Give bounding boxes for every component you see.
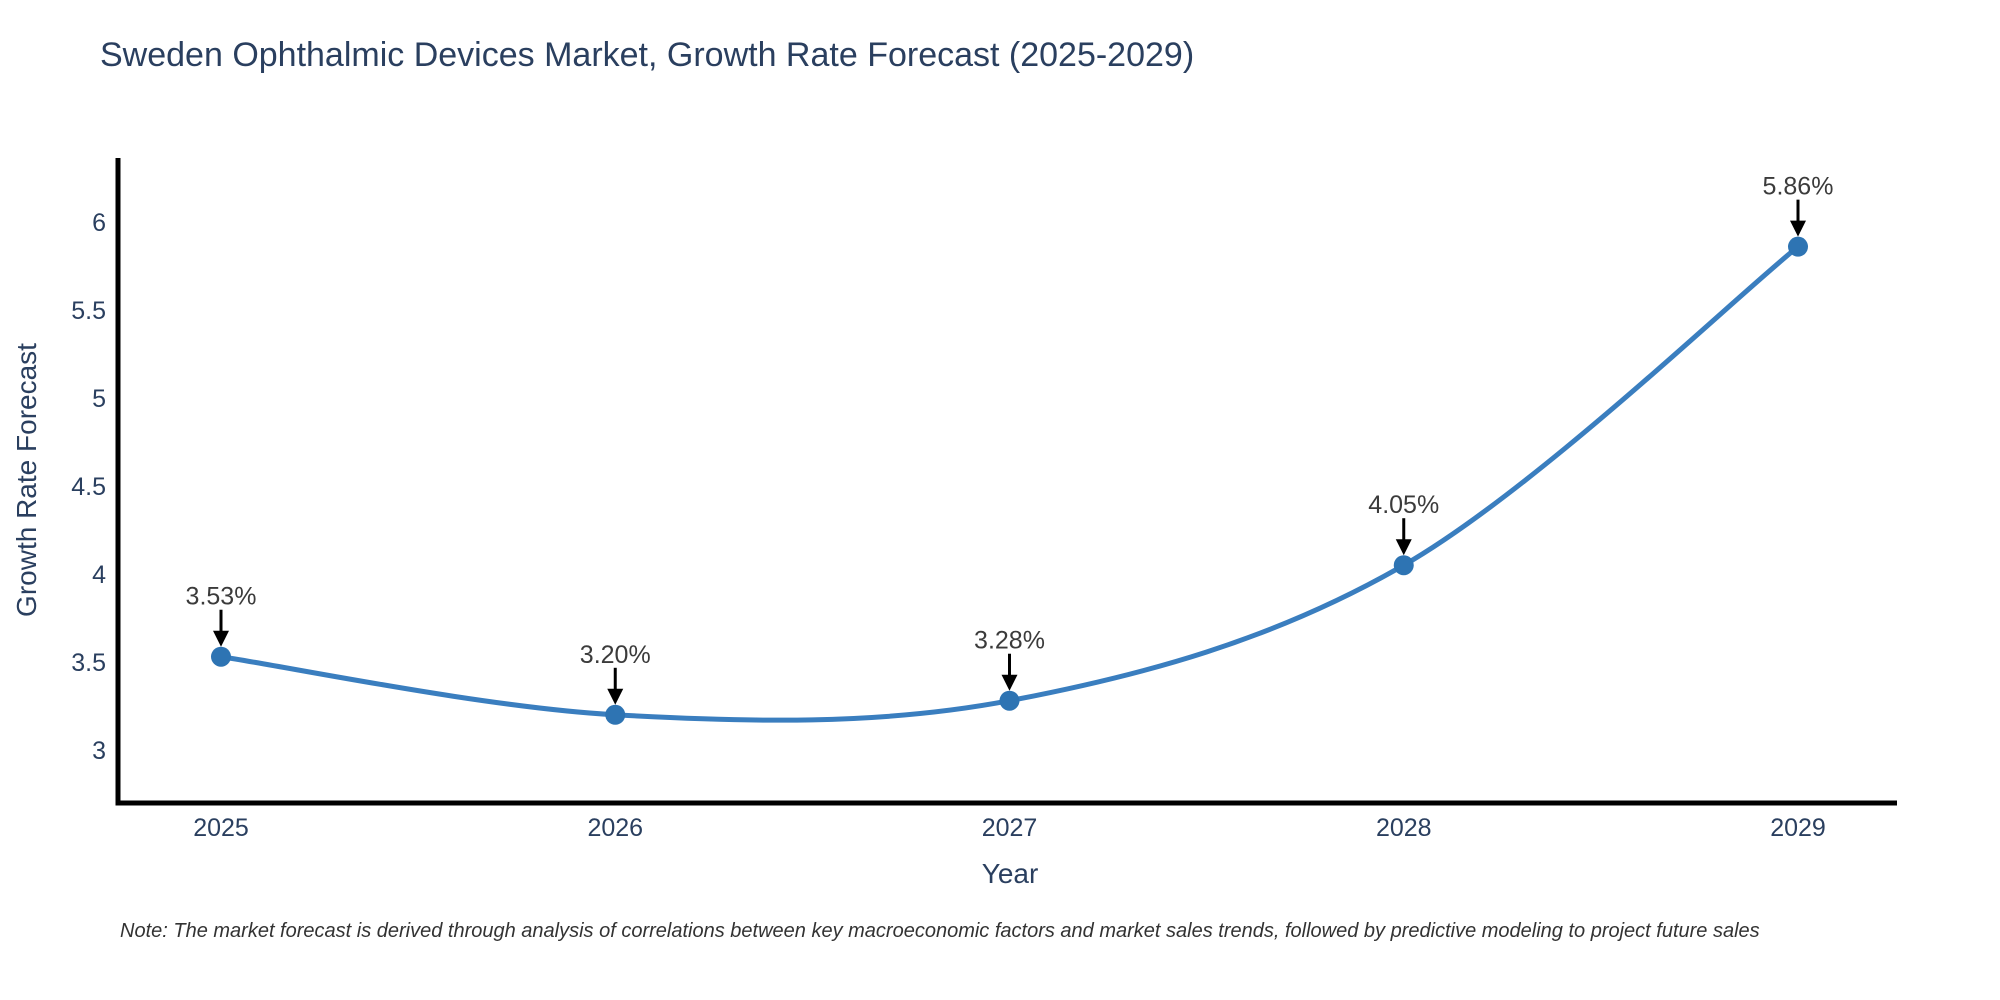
chart-title: Sweden Ophthalmic Devices Market, Growth… (100, 36, 1195, 74)
annotation-arrowhead-icon (607, 688, 624, 705)
data-point-2027[interactable] (999, 690, 1020, 711)
y-axis-title: Growth Rate Forecast (11, 343, 42, 617)
forecast-line (218, 244, 1801, 723)
y-tick-label: 3 (92, 737, 106, 765)
footnote: Note: The market forecast is derived thr… (120, 920, 1760, 942)
x-tick-label: 2027 (982, 814, 1038, 842)
point-annotation: 3.28% (974, 627, 1045, 655)
y-tick-label: 5 (92, 385, 106, 413)
point-annotation: 3.20% (580, 641, 651, 669)
annotation-arrowhead-icon (1395, 539, 1412, 556)
x-axis-title: Year (981, 858, 1039, 889)
y-tick-label: 4.5 (71, 473, 106, 501)
data-point-2029[interactable] (1788, 236, 1808, 257)
x-tick-label: 2029 (1770, 814, 1826, 842)
annotation-arrowhead-icon (1790, 220, 1806, 237)
data-point-2025[interactable] (211, 646, 231, 667)
data-point-2028[interactable] (1393, 555, 1414, 576)
y-tick-label: 5.5 (71, 297, 106, 325)
point-annotation: 5.86% (1763, 173, 1834, 201)
x-tick-label: 2026 (587, 814, 643, 842)
annotation-arrowhead-icon (213, 630, 229, 647)
data-point-2026[interactable] (605, 704, 626, 725)
y-tick-label: 6 (92, 209, 106, 237)
point-annotation: 4.05% (1368, 491, 1439, 519)
x-tick-label: 2025 (193, 814, 249, 842)
y-tick-label: 3.5 (71, 649, 106, 677)
point-annotation: 3.53% (186, 583, 257, 611)
annotation-arrowhead-icon (1001, 674, 1018, 691)
x-tick-label: 2028 (1376, 814, 1432, 842)
y-tick-label: 4 (92, 561, 106, 589)
